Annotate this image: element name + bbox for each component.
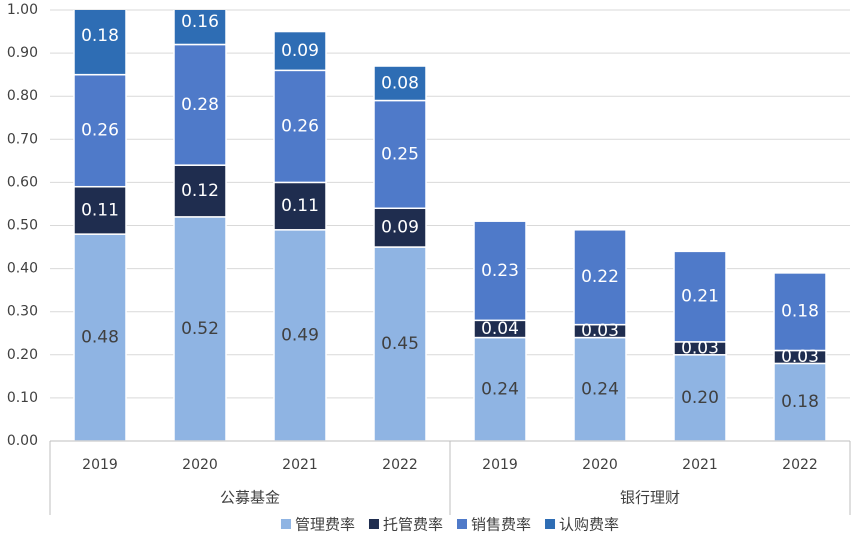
y-tick-label: 0.80 bbox=[7, 88, 38, 104]
value-label: 0.03 bbox=[781, 347, 819, 367]
bar-segment bbox=[73, 10, 127, 76]
y-tick-label: 1.00 bbox=[7, 2, 38, 18]
bar-segment bbox=[73, 233, 127, 441]
x-tick-label: 2020 bbox=[582, 457, 618, 473]
value-label: 0.18 bbox=[781, 392, 819, 412]
value-label: 0.11 bbox=[81, 200, 119, 220]
value-label: 0.03 bbox=[681, 338, 719, 358]
bar-segment bbox=[373, 99, 427, 210]
legend-label: 管理费率 bbox=[295, 516, 355, 534]
value-label: 0.12 bbox=[181, 181, 219, 201]
y-tick-label: 0.70 bbox=[7, 131, 38, 147]
value-label: 0.23 bbox=[481, 261, 519, 281]
bar-segment bbox=[273, 181, 327, 231]
x-tick-label: 2019 bbox=[482, 457, 518, 473]
value-label: 0.28 bbox=[181, 95, 219, 115]
bar-segment bbox=[373, 65, 427, 102]
bar-segment bbox=[473, 220, 527, 322]
bar-segment bbox=[173, 164, 227, 218]
group-label: 公募基金 bbox=[220, 489, 280, 507]
group-label: 银行理财 bbox=[620, 489, 680, 507]
value-label: 0.03 bbox=[581, 321, 619, 341]
bar-segment bbox=[673, 250, 727, 343]
value-label: 0.25 bbox=[381, 144, 419, 164]
legend-label: 销售费率 bbox=[471, 516, 531, 534]
x-tick-label: 2021 bbox=[282, 457, 318, 473]
bar-segment bbox=[73, 185, 127, 235]
legend-label: 认购费率 bbox=[559, 516, 619, 534]
x-tick-label: 2022 bbox=[382, 457, 418, 473]
y-tick-label: 0.20 bbox=[7, 347, 38, 363]
bar-segment bbox=[73, 73, 127, 188]
y-tick-label: 0.50 bbox=[7, 218, 38, 234]
value-label: 0.49 bbox=[281, 325, 319, 345]
y-tick-label: 0.00 bbox=[7, 433, 38, 449]
legend-swatch bbox=[280, 519, 291, 529]
value-label: 0.09 bbox=[281, 41, 319, 61]
y-tick-label: 0.40 bbox=[7, 261, 38, 277]
bar-segment bbox=[273, 30, 327, 72]
value-label: 0.21 bbox=[681, 287, 719, 307]
value-label: 0.48 bbox=[81, 328, 119, 348]
value-label: 0.26 bbox=[281, 116, 319, 136]
y-tick-label: 0.90 bbox=[7, 45, 38, 61]
value-label: 0.18 bbox=[81, 26, 119, 46]
value-label: 0.26 bbox=[81, 121, 119, 141]
x-tick-label: 2020 bbox=[182, 457, 218, 473]
legend: 管理费率 托管费率 销售费率 认购费率 bbox=[280, 516, 619, 534]
value-label: 0.45 bbox=[381, 334, 419, 354]
value-label: 0.11 bbox=[281, 196, 319, 216]
value-label: 0.24 bbox=[581, 379, 619, 399]
x-tick-label: 2022 bbox=[782, 457, 818, 473]
legend-swatch bbox=[545, 519, 556, 529]
bar-segment bbox=[473, 336, 527, 441]
value-label: 0.52 bbox=[181, 319, 219, 339]
value-label: 0.09 bbox=[381, 218, 419, 238]
bar-segment bbox=[773, 272, 827, 352]
value-label: 0.22 bbox=[581, 267, 619, 287]
bar-segment bbox=[173, 10, 227, 46]
value-label: 0.08 bbox=[381, 73, 419, 93]
x-tick-label: 2021 bbox=[682, 457, 718, 473]
legend-swatch bbox=[368, 519, 379, 529]
legend-label: 托管费率 bbox=[383, 516, 443, 534]
value-label: 0.20 bbox=[681, 388, 719, 408]
x-tick-label: 2019 bbox=[82, 457, 118, 473]
value-label: 0.16 bbox=[181, 12, 219, 32]
bar-segment bbox=[573, 229, 627, 326]
value-label: 0.24 bbox=[481, 379, 519, 399]
bar-segment bbox=[273, 229, 327, 441]
y-tick-label: 0.10 bbox=[7, 390, 38, 406]
value-label: 0.04 bbox=[481, 319, 519, 339]
y-tick-label: 0.30 bbox=[7, 304, 38, 320]
bar-segment bbox=[573, 336, 627, 441]
y-tick-label: 0.60 bbox=[7, 174, 38, 190]
bar-segment bbox=[173, 216, 227, 441]
bar-segment bbox=[373, 246, 427, 441]
bars bbox=[73, 10, 827, 441]
bar-segment bbox=[373, 207, 427, 248]
bar-segment bbox=[173, 43, 227, 166]
bar-segment bbox=[273, 69, 327, 184]
legend-swatch bbox=[457, 519, 467, 529]
value-label: 0.18 bbox=[781, 302, 819, 322]
